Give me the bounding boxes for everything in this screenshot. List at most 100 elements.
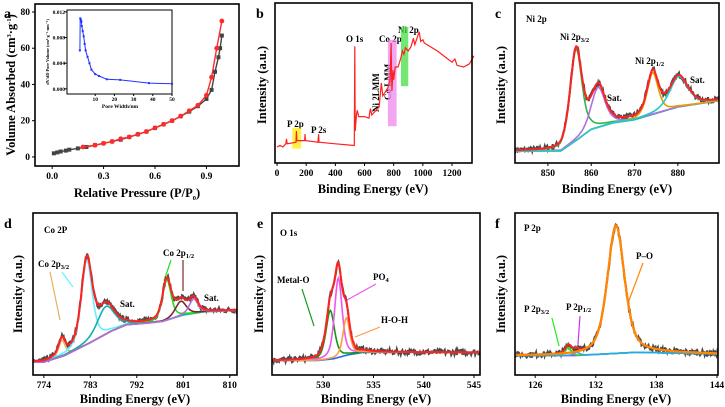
c-envelope-line (515, 44, 720, 152)
inset-y-tick-label: 0.008 (53, 36, 66, 42)
arrow-icon (49, 271, 61, 321)
panel-label-e: e (257, 217, 263, 232)
d-x-tick-label: 774 (37, 381, 52, 391)
arrow-icon (301, 288, 315, 327)
b-x-tick-label: 1200 (443, 169, 462, 179)
inset-data-point (80, 25, 83, 28)
f-label-p2p12: P 2p1/2 (566, 302, 591, 314)
d-label-sat-1: Sat. (120, 299, 135, 309)
a-data-point (213, 69, 217, 74)
a-data-point (186, 108, 192, 114)
a-data-point (152, 125, 158, 131)
a-x-tick-label: 0.9 (200, 172, 212, 182)
a-data-point (118, 136, 124, 142)
b-label-p2p: P 2p (287, 119, 304, 129)
a-data-point (58, 149, 63, 154)
b-label-p2s: P 2s (311, 125, 327, 135)
a-y-tick-label: 20 (21, 117, 31, 127)
e-title: O 1s (280, 228, 298, 238)
e-clip-left (270, 213, 272, 375)
arrow-icon (577, 315, 581, 345)
inset-data-point (171, 82, 173, 85)
a-data-point (101, 140, 106, 146)
a-data-point (204, 92, 209, 98)
panel-label-f: f (495, 217, 500, 232)
a-data-point (55, 150, 60, 155)
b-label-o1s: O 1s (346, 34, 364, 44)
inset-data-point (105, 78, 108, 81)
e-x-axis-title: Binding Energy (eV) (321, 392, 431, 406)
inset-data-point (79, 17, 82, 20)
e-arrows (301, 283, 381, 338)
a-data-point (161, 121, 166, 127)
inset-data-point (83, 42, 86, 45)
panel-label-d: d (4, 217, 12, 232)
f-title: P 2p (524, 223, 541, 233)
a-x-tick-label: 0.3 (98, 172, 110, 182)
d-title: Co 2P (44, 225, 68, 235)
f-x-tick-label: 138 (649, 381, 664, 391)
a-y-tick-label: 80 (21, 8, 31, 18)
e-x-tick-label: 530 (316, 381, 331, 391)
a-x-tick-label: 0.0 (46, 172, 58, 182)
a-y-axis-title: Volume Absorbed (cm3·g-1) (4, 14, 18, 156)
b-y-axis-title: Intensity (a.u.) (255, 46, 269, 124)
d-envelope-line (32, 253, 238, 362)
d-x-tick-label: 801 (176, 381, 191, 391)
f-x-tick-label: 126 (528, 381, 543, 391)
panel-label-c: c (495, 7, 501, 22)
f-x-tick-label: 144 (710, 381, 725, 391)
c-label-ni2p32: Ni 2p3/2 (560, 32, 589, 44)
b-x-tick-label: 600 (357, 169, 372, 179)
b-plot-frame (274, 2, 473, 164)
inset-data-point (82, 35, 85, 38)
a-data-point (216, 55, 221, 60)
panel-label-b: b (256, 7, 264, 22)
c-y-axis-title: Intensity (a.u.) (494, 46, 508, 124)
b-survey-line (276, 31, 475, 148)
inset-data-point (84, 49, 87, 52)
inset-x-tick-label: 40 (150, 97, 156, 103)
inset-data-point (147, 82, 150, 85)
a-x-axis-title: Relative Pressure (P/P0) (74, 186, 200, 202)
d-clip-left (31, 213, 33, 375)
inset-y-tick-label: 0.012 (53, 10, 66, 16)
b-label-ni-lmm: Ni 2LMM (371, 73, 381, 112)
inset-data-point (88, 62, 91, 65)
a-data-point (178, 113, 184, 119)
a-data-point (51, 151, 56, 156)
b-x-tick-label: 1000 (413, 169, 432, 179)
a-data-point (144, 129, 149, 134)
a-data-point (75, 146, 80, 151)
e-y-axis-title: Intensity (a.u.) (252, 255, 266, 333)
d-label-sat-2: Sat. (204, 293, 219, 303)
a-data-point (209, 74, 214, 80)
a-data-point (63, 148, 68, 153)
inset-y-tick-label: 0.000 (53, 87, 66, 93)
inset-data-point (94, 73, 97, 76)
inset-x-tick-label: 50 (169, 97, 175, 103)
d-x-tick-label: 810 (223, 381, 238, 391)
a-data-point (218, 46, 223, 51)
d-component-peak-803 (33, 297, 237, 363)
f-y-axis-title: Intensity (a.u.) (494, 255, 508, 333)
e-x-tick-label: 535 (366, 381, 381, 391)
arrow-icon (551, 317, 560, 347)
panel-label-a: a (4, 7, 11, 22)
c-label-sat-2: Sat. (690, 75, 705, 85)
d-label-co2p12: Co 2p1/2 (163, 248, 194, 260)
a-data-point (214, 45, 220, 51)
a-data-point (219, 18, 225, 24)
b-label-co2p: Co 2p (379, 34, 402, 44)
e-x-tick-label: 540 (417, 381, 432, 391)
c-clip-left (513, 3, 515, 163)
a-y-tick-label: 60 (21, 44, 31, 54)
inset-data-point (119, 78, 122, 81)
inset-data-point (90, 68, 93, 71)
d-x-tick-label: 792 (130, 381, 145, 391)
inset-data-point (86, 55, 89, 58)
f-clip-left (513, 213, 515, 375)
c-x-tick-label: 860 (584, 169, 599, 179)
e-envelope-line (272, 260, 480, 361)
